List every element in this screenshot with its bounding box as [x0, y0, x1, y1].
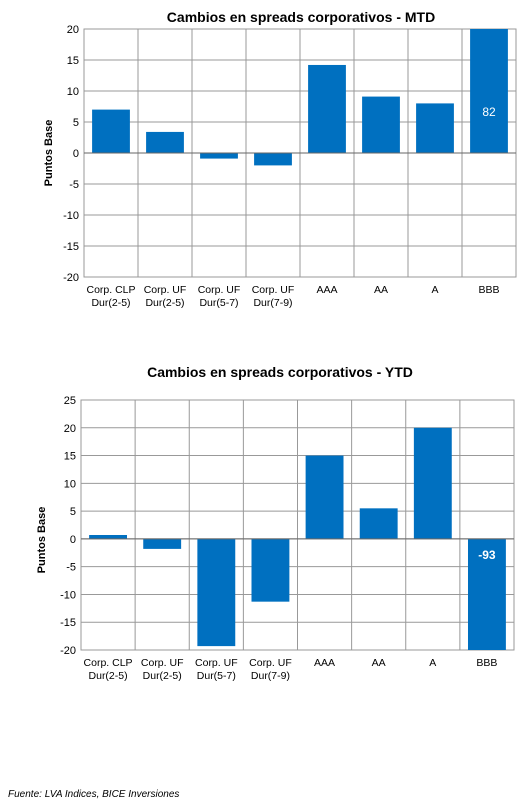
bar-data-label: -93 — [478, 548, 496, 562]
x-category-label: Dur(5-7) — [199, 297, 238, 309]
y-tick-label: 15 — [64, 451, 76, 463]
bar — [254, 153, 292, 166]
y-ticks: 20 15 10 5 0 -5 -10 -15 -20 — [63, 24, 79, 284]
x-category-label: Dur(2-5) — [143, 670, 182, 682]
y-tick-label: 5 — [73, 117, 79, 129]
x-category-label: Corp. UF — [141, 657, 184, 669]
source-footnote: Fuente: LVA Indices, BICE Inversiones — [8, 789, 180, 800]
data-labels: -93 — [478, 548, 496, 562]
bar — [146, 131, 184, 153]
x-category-label: Corp. UF — [195, 657, 238, 669]
x-category-label: AAA — [314, 657, 335, 669]
x-category-label: Corp. CLP — [86, 284, 135, 296]
bar — [92, 109, 130, 153]
y-axis-label: Puntos Base — [43, 120, 55, 187]
bar — [308, 64, 346, 153]
bar — [197, 538, 236, 647]
y-tick-label: 20 — [64, 423, 76, 435]
bars — [84, 29, 516, 166]
x-category-label: Corp. UF — [252, 284, 295, 296]
bar-data-label: 82 — [482, 105, 496, 119]
y-tick-label: 20 — [67, 24, 79, 36]
bar — [413, 427, 452, 539]
x-category-label: Corp. UF — [144, 284, 187, 296]
bar — [200, 153, 238, 159]
y-ticks: 25 20 15 10 5 0 -5 -10 -15 -20 — [60, 395, 76, 657]
y-tick-label: -20 — [63, 272, 79, 284]
x-category-label: AAA — [316, 284, 337, 296]
x-category-label: BBB — [478, 284, 499, 296]
chart-ytd: Cambios en spreads corporativos - YTD Pu… — [36, 364, 515, 682]
x-category-label: BBB — [476, 657, 497, 669]
bar — [359, 508, 398, 539]
bar — [416, 103, 454, 153]
y-tick-label: -15 — [63, 241, 79, 253]
bar — [305, 455, 344, 539]
bar — [251, 538, 290, 602]
x-category-label: AA — [372, 657, 386, 669]
bar — [470, 29, 508, 153]
y-tick-label: -20 — [60, 645, 76, 657]
bar — [467, 538, 506, 650]
y-tick-label: 25 — [64, 395, 76, 407]
y-tick-label: 0 — [73, 148, 79, 160]
y-tick-label: -15 — [60, 617, 76, 629]
y-tick-label: 10 — [64, 478, 76, 490]
x-category-label: Corp. UF — [249, 657, 292, 669]
chart-mtd: Cambios en spreads corporativos - MTD Pu… — [43, 9, 517, 309]
x-category-label: Dur(7-9) — [251, 670, 290, 682]
chart-title: Cambios en spreads corporativos - MTD — [167, 9, 435, 25]
y-tick-label: 5 — [70, 506, 76, 518]
bar — [143, 538, 182, 549]
bar — [89, 535, 128, 539]
x-category-label: Dur(2-5) — [145, 297, 184, 309]
y-tick-label: 10 — [67, 86, 79, 98]
y-tick-label: -5 — [66, 562, 76, 574]
y-tick-label: 15 — [67, 55, 79, 67]
y-tick-label: 0 — [70, 534, 76, 546]
x-category-label: AA — [374, 284, 388, 296]
data-labels: 82 — [482, 105, 496, 119]
y-tick-label: -10 — [60, 589, 76, 601]
x-category-label: Corp. UF — [198, 284, 241, 296]
x-category-label: Dur(2-5) — [89, 670, 128, 682]
y-axis-label: Puntos Base — [36, 507, 48, 574]
y-tick-label: -10 — [63, 210, 79, 222]
bar — [362, 96, 400, 153]
x-category-label: Corp. CLP — [84, 657, 133, 669]
bars — [81, 427, 514, 650]
y-tick-label: -5 — [69, 179, 79, 191]
x-category-label: A — [429, 657, 436, 669]
x-category-label: Dur(2-5) — [91, 297, 130, 309]
x-category-label: Dur(5-7) — [197, 670, 236, 682]
chart-title: Cambios en spreads corporativos - YTD — [147, 364, 413, 380]
x-category-label: A — [431, 284, 438, 296]
x-category-label: Dur(7-9) — [253, 297, 292, 309]
